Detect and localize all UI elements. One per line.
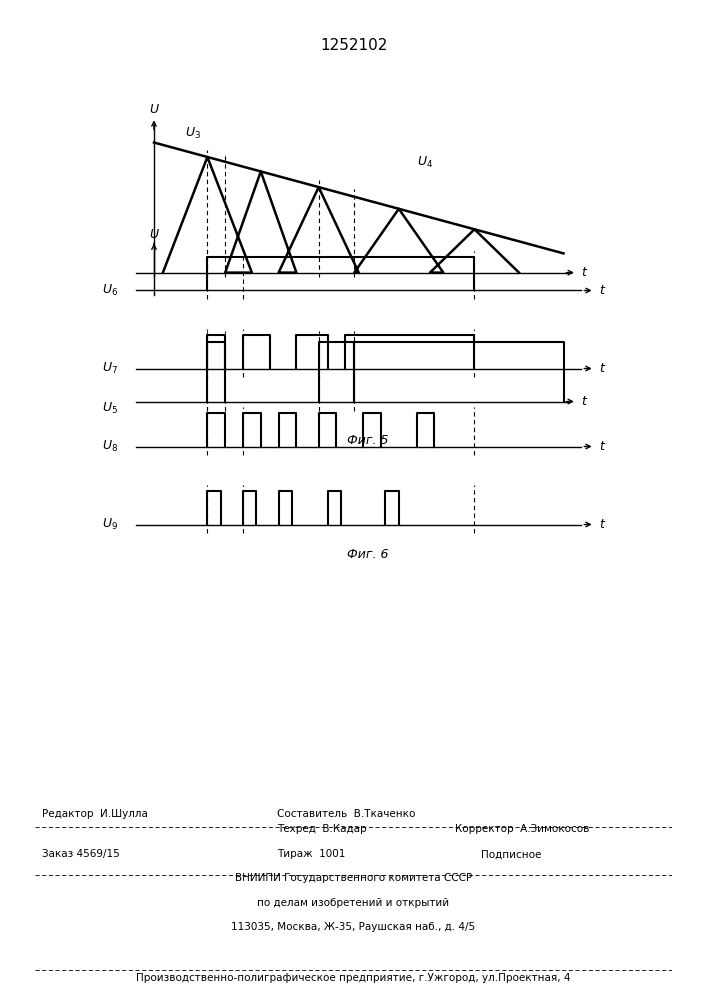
Text: Корректор  А.Зимокосов: Корректор А.Зимокосов — [455, 824, 590, 834]
Text: 113035, Москва, Ж-35, Раушская наб., д. 4/5: 113035, Москва, Ж-35, Раушская наб., д. … — [231, 922, 476, 932]
Text: $U_8$: $U_8$ — [103, 439, 118, 454]
Text: Фиг. 6: Фиг. 6 — [347, 548, 388, 561]
Text: Заказ 4569/15: Заказ 4569/15 — [42, 849, 119, 859]
Text: t: t — [599, 518, 604, 531]
Text: $U_5$: $U_5$ — [103, 401, 118, 416]
Text: 1252102: 1252102 — [320, 37, 387, 52]
Text: t: t — [581, 266, 586, 279]
Text: U: U — [149, 228, 158, 241]
Text: $U_3$: $U_3$ — [185, 126, 201, 141]
Text: Подписное: Подписное — [481, 849, 541, 859]
Text: $U_7$: $U_7$ — [103, 361, 118, 376]
Text: Редактор  И.Шулла: Редактор И.Шулла — [42, 809, 148, 819]
Text: t: t — [581, 395, 586, 408]
Text: $U_4$: $U_4$ — [416, 155, 433, 170]
Text: Тираж  1001: Тираж 1001 — [277, 849, 346, 859]
Text: по делам изобретений и открытий: по делам изобретений и открытий — [257, 898, 450, 908]
Text: t: t — [599, 440, 604, 453]
Text: Техред  В.Кадар: Техред В.Кадар — [277, 824, 367, 834]
Text: t: t — [599, 284, 604, 297]
Text: Составитель  В.Ткаченко: Составитель В.Ткаченко — [277, 809, 416, 819]
Text: ВНИИПИ Государственного комитета СССР: ВНИИПИ Государственного комитета СССР — [235, 873, 472, 883]
Text: $U_9$: $U_9$ — [103, 517, 118, 532]
Text: $U_6$: $U_6$ — [103, 283, 118, 298]
Text: Фиг. 5: Фиг. 5 — [347, 434, 388, 446]
Text: t: t — [599, 362, 604, 375]
Text: Производственно-полиграфическое предприятие, г.Ужгород, ул.Проектная, 4: Производственно-полиграфическое предприя… — [136, 973, 571, 983]
Text: U: U — [149, 103, 158, 116]
